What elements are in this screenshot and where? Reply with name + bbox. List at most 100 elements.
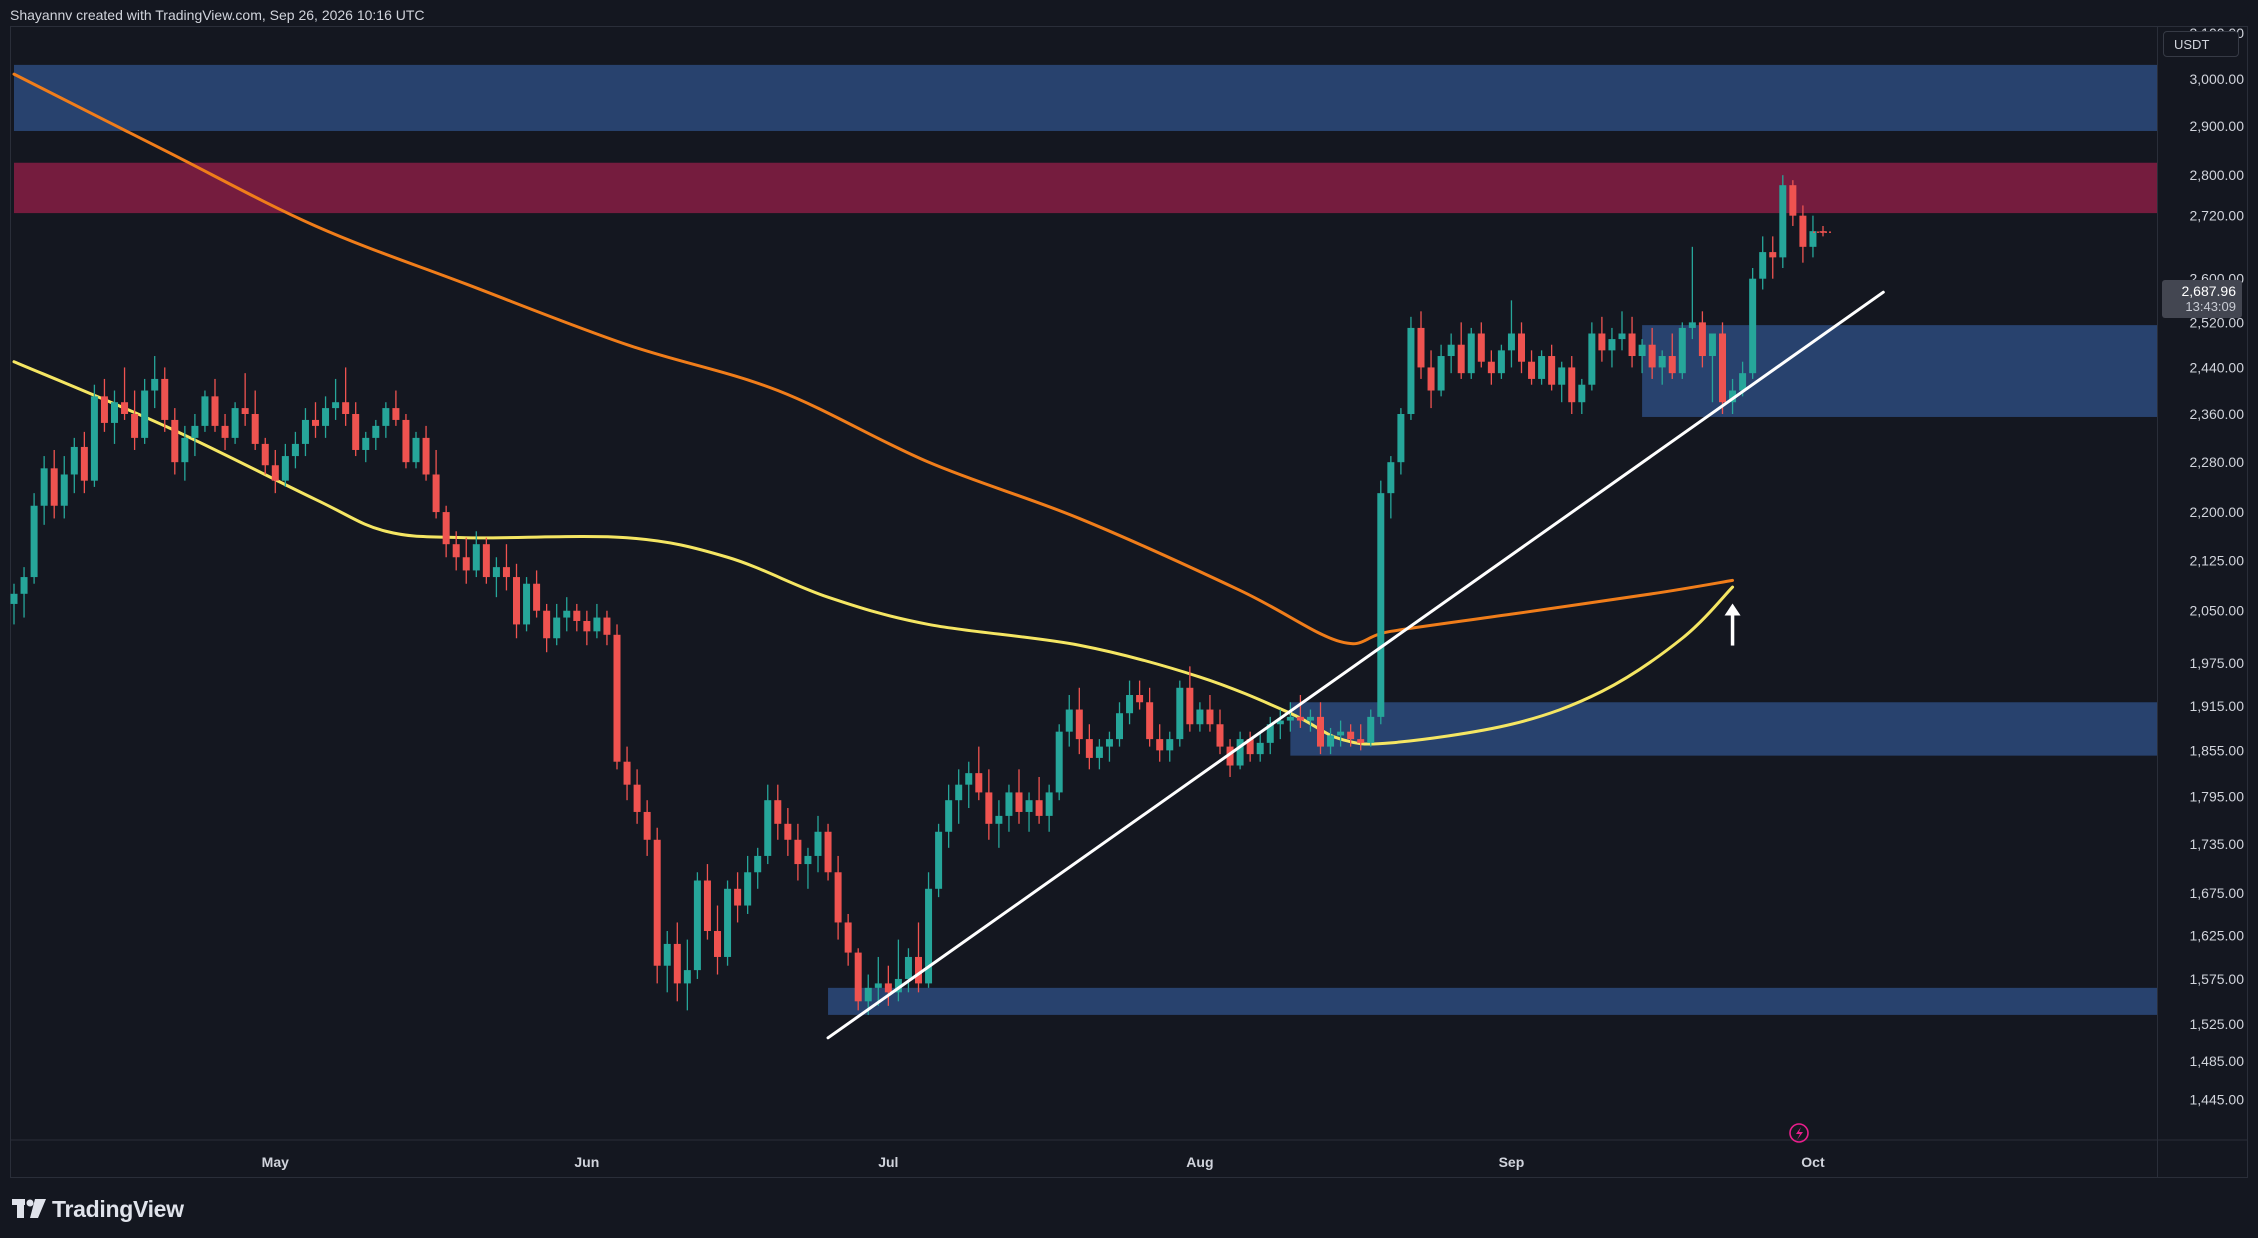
candle-body: [332, 402, 340, 409]
candle-body: [653, 839, 661, 966]
candle-body: [1558, 367, 1566, 385]
candle-body: [1487, 361, 1495, 374]
candle: [653, 827, 661, 984]
candle: [1146, 687, 1154, 747]
candle-body: [814, 831, 822, 856]
candle-body: [703, 880, 711, 932]
y-tick-label: 1,575.00: [2190, 971, 2245, 987]
x-tick-label: Oct: [1801, 1154, 1825, 1170]
candles-layer: [10, 175, 1827, 1015]
tradingview-logo-icon: [12, 1199, 46, 1218]
candle-body: [452, 544, 460, 558]
candle: [925, 872, 933, 988]
candle: [623, 746, 631, 801]
candle: [30, 493, 38, 584]
candle-body: [271, 465, 279, 481]
annotations-layer: [826, 231, 1885, 1040]
candle-body: [281, 456, 289, 481]
candle: [673, 922, 681, 1002]
candle-body: [643, 811, 651, 840]
x-tick-label: Jun: [574, 1154, 599, 1170]
candle-body: [724, 888, 732, 957]
candle: [1708, 333, 1716, 403]
candle: [965, 761, 973, 809]
candle-body: [1337, 731, 1345, 736]
candle: [332, 378, 340, 420]
candle: [1397, 408, 1405, 475]
candle: [20, 567, 28, 618]
candle: [322, 396, 330, 438]
candle-body: [1306, 716, 1314, 721]
candle-body: [975, 773, 983, 793]
candle: [171, 408, 179, 475]
candle: [764, 784, 772, 865]
candle-body: [191, 425, 199, 438]
lightning-icon[interactable]: [1789, 1123, 1809, 1143]
currency-selector[interactable]: USDT: [2163, 31, 2239, 57]
candle-body: [60, 474, 68, 506]
candle: [1387, 456, 1395, 519]
candle-body: [1638, 344, 1646, 357]
candle: [432, 449, 440, 519]
candle-body: [1769, 252, 1777, 258]
candle: [1437, 344, 1445, 397]
candle: [201, 390, 209, 432]
candle: [1327, 727, 1335, 755]
tradingview-brand[interactable]: TradingView: [12, 1196, 184, 1222]
candle-body: [181, 437, 189, 463]
candle: [794, 823, 802, 881]
candle: [1055, 724, 1063, 801]
candle-body: [613, 634, 621, 762]
candle-body: [1126, 694, 1134, 714]
candle-body: [1196, 709, 1204, 725]
candle-body: [1116, 713, 1123, 740]
candle-body: [1708, 333, 1716, 357]
candle: [382, 402, 390, 438]
candle-body: [1528, 361, 1536, 379]
y-tick-label: 3,000.00: [2190, 71, 2245, 87]
candle: [1809, 215, 1817, 258]
current-price-badge: 2,687.96 13:43:09: [2162, 280, 2242, 318]
candle-body: [683, 970, 691, 984]
candle-body: [462, 557, 470, 571]
candle: [744, 855, 752, 914]
candle-body: [492, 567, 500, 578]
candle: [1447, 333, 1455, 374]
candle: [693, 872, 701, 979]
candle-body: [1507, 333, 1515, 351]
candle: [1266, 716, 1274, 755]
candle: [1337, 720, 1345, 747]
candle-body: [1688, 322, 1696, 328]
candle-body: [402, 419, 410, 463]
candle: [1477, 322, 1485, 368]
price-axis[interactable]: [2158, 26, 2248, 1178]
candle: [1116, 702, 1123, 747]
candle: [874, 956, 882, 1006]
candle: [1538, 350, 1546, 385]
candle-body: [1176, 687, 1184, 740]
y-tick-label: 1,675.00: [2190, 885, 2245, 901]
candle: [131, 390, 139, 450]
candle: [543, 603, 551, 653]
candle: [161, 367, 169, 432]
y-axis-labels: 3,100.003,000.002,900.002,800.002,600.00…: [2190, 25, 2245, 1107]
candle: [1206, 694, 1214, 732]
candle-body: [472, 544, 480, 571]
candle-body: [1427, 367, 1435, 391]
x-tick-label: Aug: [1186, 1154, 1213, 1170]
candle: [422, 425, 430, 481]
candle: [412, 431, 420, 469]
candle-body: [1618, 333, 1626, 340]
candle: [1367, 709, 1375, 747]
candle: [1588, 322, 1596, 391]
candle-body: [422, 437, 430, 475]
candle-body: [1005, 792, 1013, 816]
candle: [1598, 316, 1606, 362]
candle-body: [111, 402, 118, 423]
candle: [1015, 769, 1023, 824]
candle: [1105, 731, 1113, 762]
candle: [1518, 322, 1525, 374]
candle: [643, 800, 651, 856]
candle-body: [171, 419, 179, 463]
